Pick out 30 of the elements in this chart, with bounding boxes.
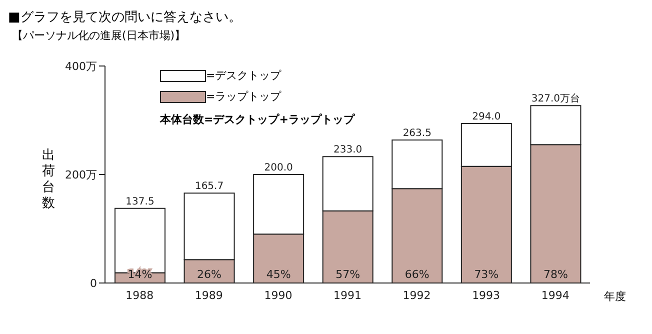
x-tick-label: 1990	[264, 288, 292, 302]
annotation: 本体台数=デスクトップ+ラップトップ	[160, 112, 354, 127]
x-tick-label: 1991	[334, 288, 362, 302]
x-tick-label: 1994	[541, 288, 570, 302]
total-label: 263.5	[402, 128, 432, 140]
total-label: 327.0万台	[531, 92, 580, 105]
x-axis-title: 年度	[604, 289, 626, 304]
x-tick-label: 1989	[194, 288, 223, 302]
total-label: 233.0	[334, 144, 362, 156]
annotation: 26%	[197, 268, 222, 281]
annotation: 73%	[474, 268, 499, 281]
legend-label: =ラップトップ	[206, 89, 282, 104]
y-tick-label: 0	[90, 276, 97, 290]
x-tick-label: 1988	[126, 288, 154, 302]
annotation: 78%	[543, 268, 568, 281]
total-label: 200.0	[264, 162, 293, 174]
total-label: 165.7	[194, 181, 224, 192]
total-label: 137.5	[126, 196, 154, 208]
total-label: 294.0	[472, 112, 501, 123]
annotation: 45%	[266, 268, 291, 281]
chart-subtitle: 【パーソナル化の進展(日本市場)】	[12, 28, 186, 43]
x-tick-label: 1992	[402, 288, 431, 302]
y-tick-label: 200万	[65, 168, 97, 182]
chart-title: ■グラフを見て次の問いに答えなさい。	[8, 9, 242, 26]
annotation: 66%	[404, 268, 430, 281]
x-tick-label: 1993	[472, 288, 500, 302]
y-tick-label: 400万	[65, 60, 97, 73]
legend-label: =デスクトップ	[206, 68, 282, 83]
annotation: 57%	[336, 268, 360, 281]
y-axis-title: 出荷台数	[42, 148, 55, 212]
